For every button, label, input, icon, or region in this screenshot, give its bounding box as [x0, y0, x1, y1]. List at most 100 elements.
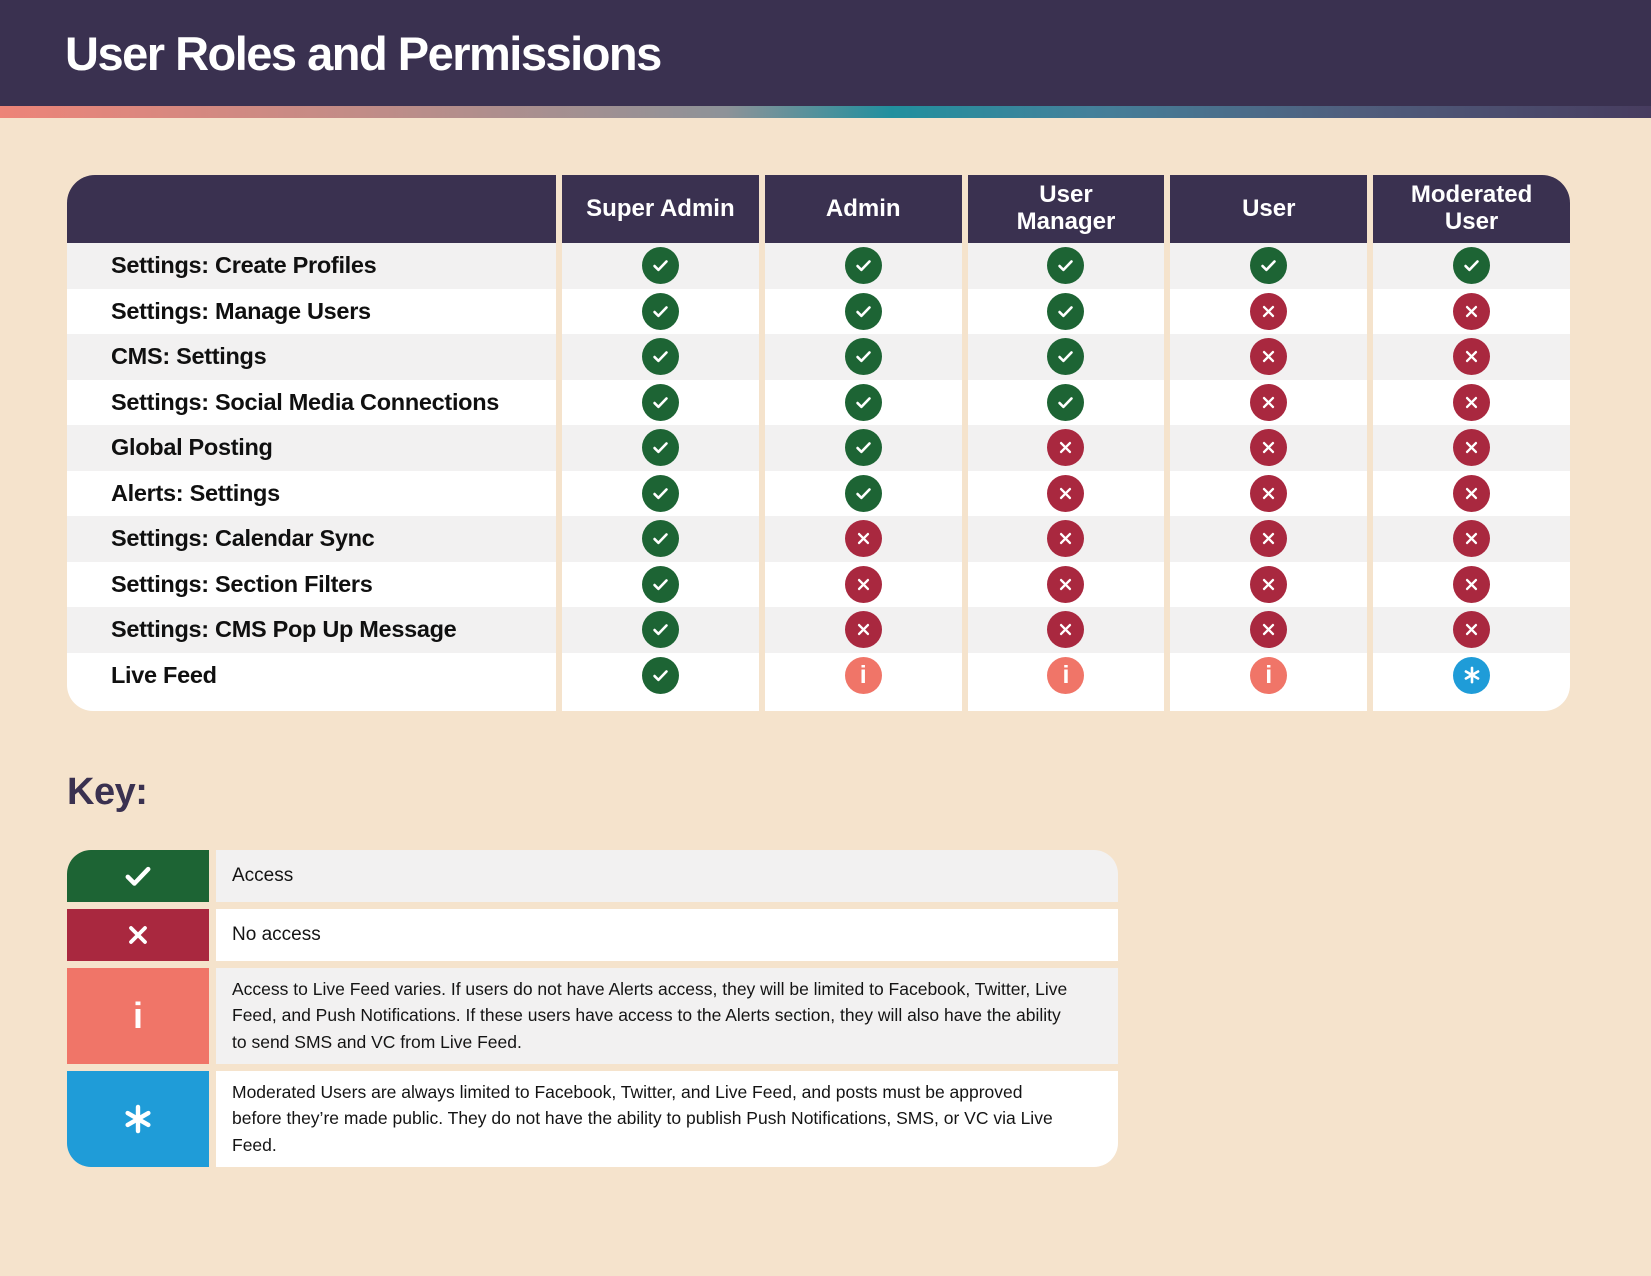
check-icon — [641, 611, 679, 649]
key-description: Moderated Users are always limited to Fa… — [216, 1070, 1118, 1167]
page-header: User Roles and Permissions — [0, 0, 1651, 106]
permission-cell — [967, 561, 1165, 607]
permission-cell: i — [1170, 652, 1368, 711]
permission-cell — [967, 288, 1165, 334]
row-label: CMS: Settings — [67, 334, 556, 380]
permission-cell — [562, 243, 759, 289]
permission-cell — [562, 607, 759, 653]
permission-cell — [1373, 379, 1570, 425]
x-icon — [1047, 474, 1085, 512]
x-icon — [1250, 338, 1288, 376]
column-header-user-manager: User Manager — [967, 175, 1165, 243]
permission-cell — [562, 470, 759, 516]
info-icon: i — [67, 967, 209, 1064]
row-label: Settings: Calendar Sync — [67, 516, 556, 562]
check-icon — [1047, 247, 1085, 285]
column-header-user: User — [1170, 175, 1368, 243]
x-icon — [1250, 565, 1288, 603]
permission-cell — [764, 243, 962, 289]
permission-cell — [967, 470, 1165, 516]
permission-cell — [1373, 561, 1570, 607]
permission-cell — [1170, 379, 1368, 425]
row-label: Alerts: Settings — [67, 470, 556, 516]
permission-cell — [1373, 288, 1570, 334]
x-icon — [1047, 429, 1085, 467]
content: Super Admin Admin User Manager User Mode… — [0, 175, 1651, 1167]
permission-cell — [1170, 425, 1368, 471]
x-icon — [1250, 611, 1288, 649]
permission-cell — [562, 379, 759, 425]
x-icon — [1250, 292, 1288, 330]
check-icon — [641, 338, 679, 376]
x-icon — [1453, 338, 1491, 376]
x-icon — [1453, 292, 1491, 330]
x-icon — [1453, 383, 1491, 421]
row-label: Global Posting — [67, 425, 556, 471]
info-icon: i — [1250, 656, 1288, 694]
check-icon — [1047, 383, 1085, 421]
check-icon — [844, 338, 882, 376]
check-icon — [641, 292, 679, 330]
permission-cell — [764, 607, 962, 653]
x-icon — [1453, 565, 1491, 603]
permission-cell — [1170, 607, 1368, 653]
x-icon — [844, 611, 882, 649]
permission-cell — [1373, 243, 1570, 289]
permission-cell — [764, 516, 962, 562]
permission-cell — [1373, 607, 1570, 653]
check-icon — [1047, 338, 1085, 376]
permission-cell — [1373, 425, 1570, 471]
check-icon — [641, 656, 679, 694]
check-icon — [844, 247, 882, 285]
check-icon — [1047, 292, 1085, 330]
x-icon — [1047, 611, 1085, 649]
permission-cell — [1170, 470, 1368, 516]
permissions-table: Super Admin Admin User Manager User Mode… — [67, 175, 1570, 711]
permission-cell — [1170, 516, 1368, 562]
permission-cell — [764, 561, 962, 607]
permission-cell: i — [764, 652, 962, 711]
key-description: Access — [216, 849, 1118, 902]
check-icon — [67, 849, 209, 902]
permission-cell — [967, 334, 1165, 380]
asterisk-icon — [1453, 656, 1491, 694]
permission-cell — [1373, 652, 1570, 711]
permission-cell — [562, 425, 759, 471]
asterisk-icon — [67, 1070, 209, 1167]
permission-cell — [562, 288, 759, 334]
permission-cell — [1170, 334, 1368, 380]
permission-cell — [764, 379, 962, 425]
table-corner-cell — [67, 175, 556, 243]
permission-cell: i — [967, 652, 1165, 711]
x-icon — [1047, 565, 1085, 603]
permission-cell — [562, 334, 759, 380]
permission-cell — [967, 243, 1165, 289]
permission-cell — [1373, 470, 1570, 516]
column-header-super-admin: Super Admin — [562, 175, 759, 243]
check-icon — [641, 383, 679, 421]
check-icon — [641, 474, 679, 512]
x-icon — [844, 520, 882, 558]
check-icon — [844, 292, 882, 330]
check-icon — [844, 383, 882, 421]
row-label: Settings: Social Media Connections — [67, 379, 556, 425]
check-icon — [844, 474, 882, 512]
permission-cell — [1373, 334, 1570, 380]
permission-cell — [764, 470, 962, 516]
key-description: Access to Live Feed varies. If users do … — [216, 967, 1118, 1064]
x-icon — [67, 908, 209, 961]
key-heading: Key: — [67, 770, 148, 813]
x-icon — [1453, 611, 1491, 649]
permission-cell — [562, 652, 759, 711]
row-label: Settings: Manage Users — [67, 288, 556, 334]
row-label: Settings: Create Profiles — [67, 243, 556, 289]
permission-cell — [967, 607, 1165, 653]
check-icon — [641, 565, 679, 603]
row-label: Settings: Section Filters — [67, 561, 556, 607]
page-title: User Roles and Permissions — [65, 26, 662, 80]
x-icon — [1453, 429, 1491, 467]
x-icon — [1250, 474, 1288, 512]
x-icon — [1453, 520, 1491, 558]
x-icon — [844, 565, 882, 603]
